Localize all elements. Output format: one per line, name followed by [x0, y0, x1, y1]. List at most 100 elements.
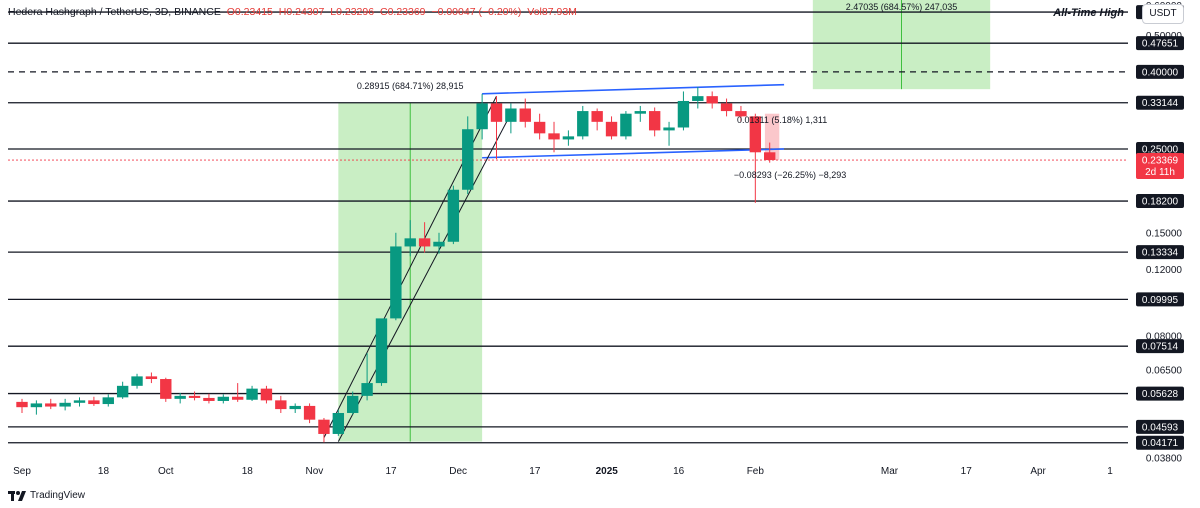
level-price-label-3: 0.33144 [1136, 95, 1184, 110]
candle-body [562, 136, 575, 140]
candle-body [764, 152, 776, 161]
candle-47 [692, 86, 704, 109]
level-price-label-7: 0.09995 [1136, 292, 1184, 307]
channel-upper-line [482, 83, 785, 95]
candle-30 [447, 185, 460, 245]
x-tick-label-12: 17 [961, 466, 973, 477]
candle-body [490, 103, 503, 122]
y-tick-label-0: 0.15000 [1146, 228, 1183, 239]
level-label-bg [1136, 194, 1184, 209]
candle-37 [548, 121, 560, 153]
level-label-bg [1136, 435, 1184, 450]
candle-11 [174, 392, 186, 404]
volume-value: Vol87.93M [527, 6, 577, 18]
candle-15 [231, 383, 244, 402]
candle-13 [203, 393, 215, 404]
x-tick-label-5: 17 [385, 466, 397, 477]
candle-5 [88, 396, 100, 406]
y-tick-label-5: 0.50000 [1146, 31, 1183, 42]
level-label-bg [1136, 419, 1184, 434]
candle-body [548, 133, 560, 140]
candle-50 [735, 105, 747, 122]
candle-body [318, 419, 330, 434]
current-price-text: 0.23369 [1142, 156, 1179, 167]
candle-body [145, 376, 158, 380]
candle-body [390, 246, 402, 319]
y-tick-label-1: 0.12000 [1146, 265, 1183, 276]
change-value: −0.00047 (−0.20%) [431, 6, 522, 18]
candle-body [188, 395, 201, 398]
x-tick-label-8: 2025 [596, 466, 619, 477]
candle-body [59, 402, 71, 407]
candle-body [749, 116, 762, 153]
candle-52 [764, 142, 776, 163]
candle-19 [289, 403, 301, 413]
candle-body [16, 401, 28, 408]
candle-36 [533, 113, 546, 140]
candle-body [433, 241, 445, 247]
level-price-label-2: 0.40000 [1136, 64, 1184, 79]
level-label-text: 0.40000 [1142, 67, 1179, 78]
level-label-text: 0.04171 [1142, 438, 1179, 449]
measure-label-0: 0.28915 (684.71%) 28,915 [357, 81, 464, 91]
tradingview-logo[interactable]: TradingView [8, 490, 85, 501]
candle-31 [462, 116, 474, 195]
candle-27 [404, 220, 416, 257]
x-tick-label-4: Nov [305, 466, 323, 477]
candle-body [720, 103, 733, 112]
currency-button[interactable]: USDT [1142, 4, 1184, 24]
candle-40 [591, 108, 603, 131]
level-price-label-11: 0.04171 [1136, 435, 1184, 450]
x-tick-label-7: 17 [529, 466, 541, 477]
candle-7 [116, 381, 129, 399]
candle-45 [663, 121, 675, 146]
x-tick-label-14: 1 [1107, 466, 1113, 477]
candle-body [462, 129, 474, 190]
channel-lower-line [482, 148, 785, 159]
candle-21 [318, 417, 330, 443]
candle-body [231, 396, 244, 400]
level-label-text: 0.25000 [1142, 144, 1179, 155]
level-label-text: 0.09995 [1142, 295, 1179, 306]
candle-42 [620, 111, 632, 140]
level-label-bg [1136, 386, 1184, 401]
level-label-bg [1136, 339, 1184, 354]
candle-23 [347, 391, 359, 415]
close-value: C0.23369 [379, 6, 426, 18]
candle-1 [30, 400, 43, 415]
level-label-bg [1136, 95, 1184, 110]
candle-body [303, 405, 316, 420]
candle-9 [145, 372, 158, 384]
x-tick-label-11: Mar [881, 466, 899, 477]
candle-body [620, 113, 632, 137]
candle-body [735, 111, 747, 117]
candle-body [375, 318, 388, 384]
x-tick-label-0: Sep [13, 466, 31, 477]
symbol-title[interactable]: Hedera Hashgraph / TetherUS, 3D, BINANCE [8, 6, 221, 18]
level-label-bg [1136, 292, 1184, 307]
level-label-text: 0.04593 [1142, 422, 1179, 433]
x-tick-label-6: Dec [449, 466, 467, 477]
level-label-bg [1136, 36, 1184, 51]
all-time-high-label: All-Time High [1052, 7, 1124, 19]
y-tick-label-2: 0.08000 [1146, 331, 1183, 342]
measure-label-3: −0.08293 (−26.25%) −8,293 [734, 170, 846, 180]
x-tick-label-9: 16 [673, 466, 685, 477]
candle-body [88, 400, 100, 405]
candle-49 [720, 98, 733, 117]
level-price-label-10: 0.04593 [1136, 419, 1184, 434]
open-value: O0.23415 [226, 6, 273, 18]
candle-28 [418, 222, 431, 253]
candle-41 [605, 116, 618, 140]
candle-body [692, 96, 704, 101]
candle-26 [390, 232, 402, 321]
x-tick-label-1: 18 [98, 466, 110, 477]
candle-body [131, 376, 143, 386]
candle-body [102, 397, 114, 405]
current-price-bg [1136, 153, 1184, 180]
candle-33 [490, 96, 503, 160]
candle-body [476, 103, 488, 130]
candle-body [217, 396, 229, 401]
